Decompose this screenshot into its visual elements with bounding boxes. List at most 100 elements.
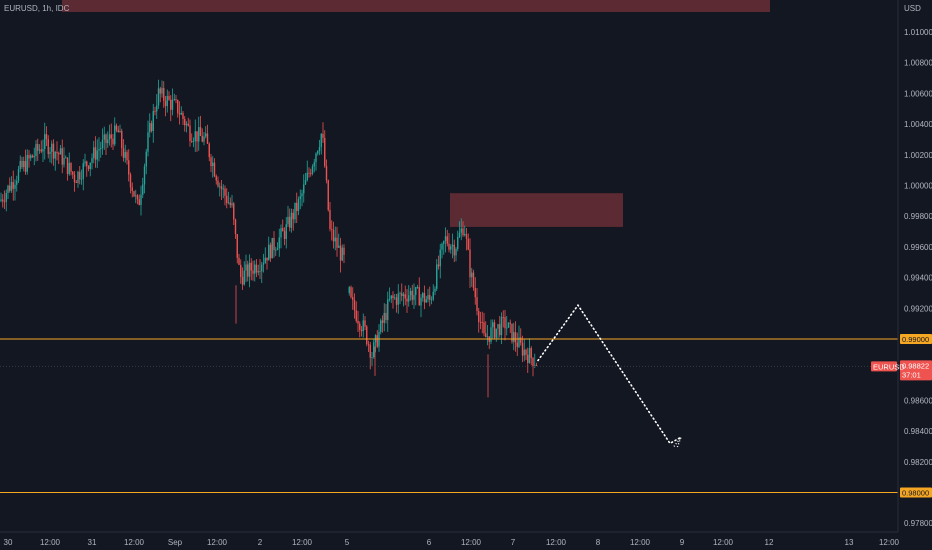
candle-body [269, 244, 272, 259]
price-axis-panel [898, 0, 932, 532]
candle-body [471, 272, 473, 278]
projection-path[interactable] [537, 303, 682, 445]
candle-body [37, 144, 39, 151]
candle-body [341, 247, 343, 261]
candle-body [266, 257, 268, 261]
price-tick-label: 0.98600 [904, 396, 932, 405]
support-level-tag-bg [900, 487, 932, 498]
candle-body [485, 333, 487, 338]
candle-body [16, 180, 18, 185]
time-tick-label: 7 [511, 538, 516, 547]
candle-body [213, 162, 216, 177]
price-tick-label: 1.01000 [904, 28, 932, 37]
candle-body [149, 123, 151, 133]
candle-body [306, 172, 308, 181]
time-tick-label: 12:00 [207, 538, 228, 547]
candle-body [152, 111, 154, 131]
candle-body [103, 134, 105, 140]
candle-body [457, 236, 459, 249]
candle-body [311, 166, 314, 174]
symbol-tag: EURUSD [873, 362, 905, 371]
candle-body [248, 262, 251, 277]
candle-body [86, 161, 88, 166]
price-tick-label: 1.00400 [904, 120, 932, 129]
candle-body [233, 203, 235, 220]
candle-body [436, 264, 438, 289]
candle-body [75, 182, 77, 183]
candle-body [168, 96, 170, 100]
candle-body [443, 241, 445, 244]
candle-body [42, 148, 44, 152]
candle-body [285, 224, 287, 239]
candle-body [224, 188, 226, 196]
candle-body [339, 245, 342, 261]
candle-body [121, 130, 123, 149]
candle-body [124, 152, 126, 158]
candle-body [455, 248, 457, 256]
candle-body [87, 165, 90, 169]
candle-body [30, 155, 32, 159]
candle-body [511, 323, 513, 342]
candle-body [112, 138, 114, 145]
time-tick-label: 8 [596, 538, 601, 547]
price-tick-label: 1.00200 [904, 151, 932, 160]
candle-body [313, 162, 315, 167]
candle-body [268, 244, 270, 261]
time-tick-label: 9 [680, 538, 685, 547]
candle-body [70, 162, 72, 172]
candle-body [399, 293, 401, 295]
candle-body [49, 151, 51, 154]
candle-body [135, 195, 137, 197]
candle-body [322, 133, 324, 138]
candle-body [327, 180, 329, 211]
candle-body [108, 134, 111, 140]
time-tick-label: 12:00 [546, 538, 567, 547]
candle-body [353, 299, 356, 311]
price-tick-label: 0.98400 [904, 427, 932, 436]
candle-body [394, 297, 396, 299]
support-level-tag-bg [900, 334, 932, 344]
candle-body [292, 212, 294, 220]
candle-body [114, 125, 116, 145]
candle-body [532, 357, 534, 367]
time-tick-label: 12:00 [630, 538, 651, 547]
candle-body [336, 237, 338, 248]
candle-body [464, 234, 466, 236]
candle-body [252, 270, 254, 274]
candle-body [290, 212, 293, 228]
candle-body [9, 185, 11, 191]
candle-body [409, 290, 412, 296]
candle-body [273, 238, 275, 251]
candle-body [495, 328, 497, 338]
candle-body [38, 149, 41, 151]
candle-body [143, 166, 146, 185]
candle-body [275, 249, 277, 251]
candle-body [451, 244, 454, 247]
candle-body [93, 147, 95, 159]
candle-body [14, 184, 16, 189]
candle-body [65, 157, 67, 159]
candle-body [198, 127, 200, 142]
candle-body [180, 112, 182, 115]
candle-body [343, 247, 345, 255]
candle-body [514, 332, 517, 343]
candle-body [194, 131, 196, 142]
candle-body [24, 160, 27, 172]
candle-body [31, 155, 34, 158]
candle-body [82, 163, 84, 179]
candle-body [518, 337, 520, 347]
candle-body [262, 262, 265, 265]
candle-body [430, 299, 433, 301]
bar-countdown: 37:01 [902, 370, 921, 379]
candle-body [492, 322, 494, 328]
candle-body [257, 271, 259, 273]
candle-body [98, 149, 100, 151]
time-tick-label: 13 [845, 538, 854, 547]
candle-body [226, 195, 228, 203]
candle-body [77, 171, 79, 183]
candle-body [247, 264, 249, 277]
candle-body [310, 173, 312, 174]
candle-body [142, 184, 144, 195]
price-tick-label: 0.98200 [904, 458, 932, 467]
